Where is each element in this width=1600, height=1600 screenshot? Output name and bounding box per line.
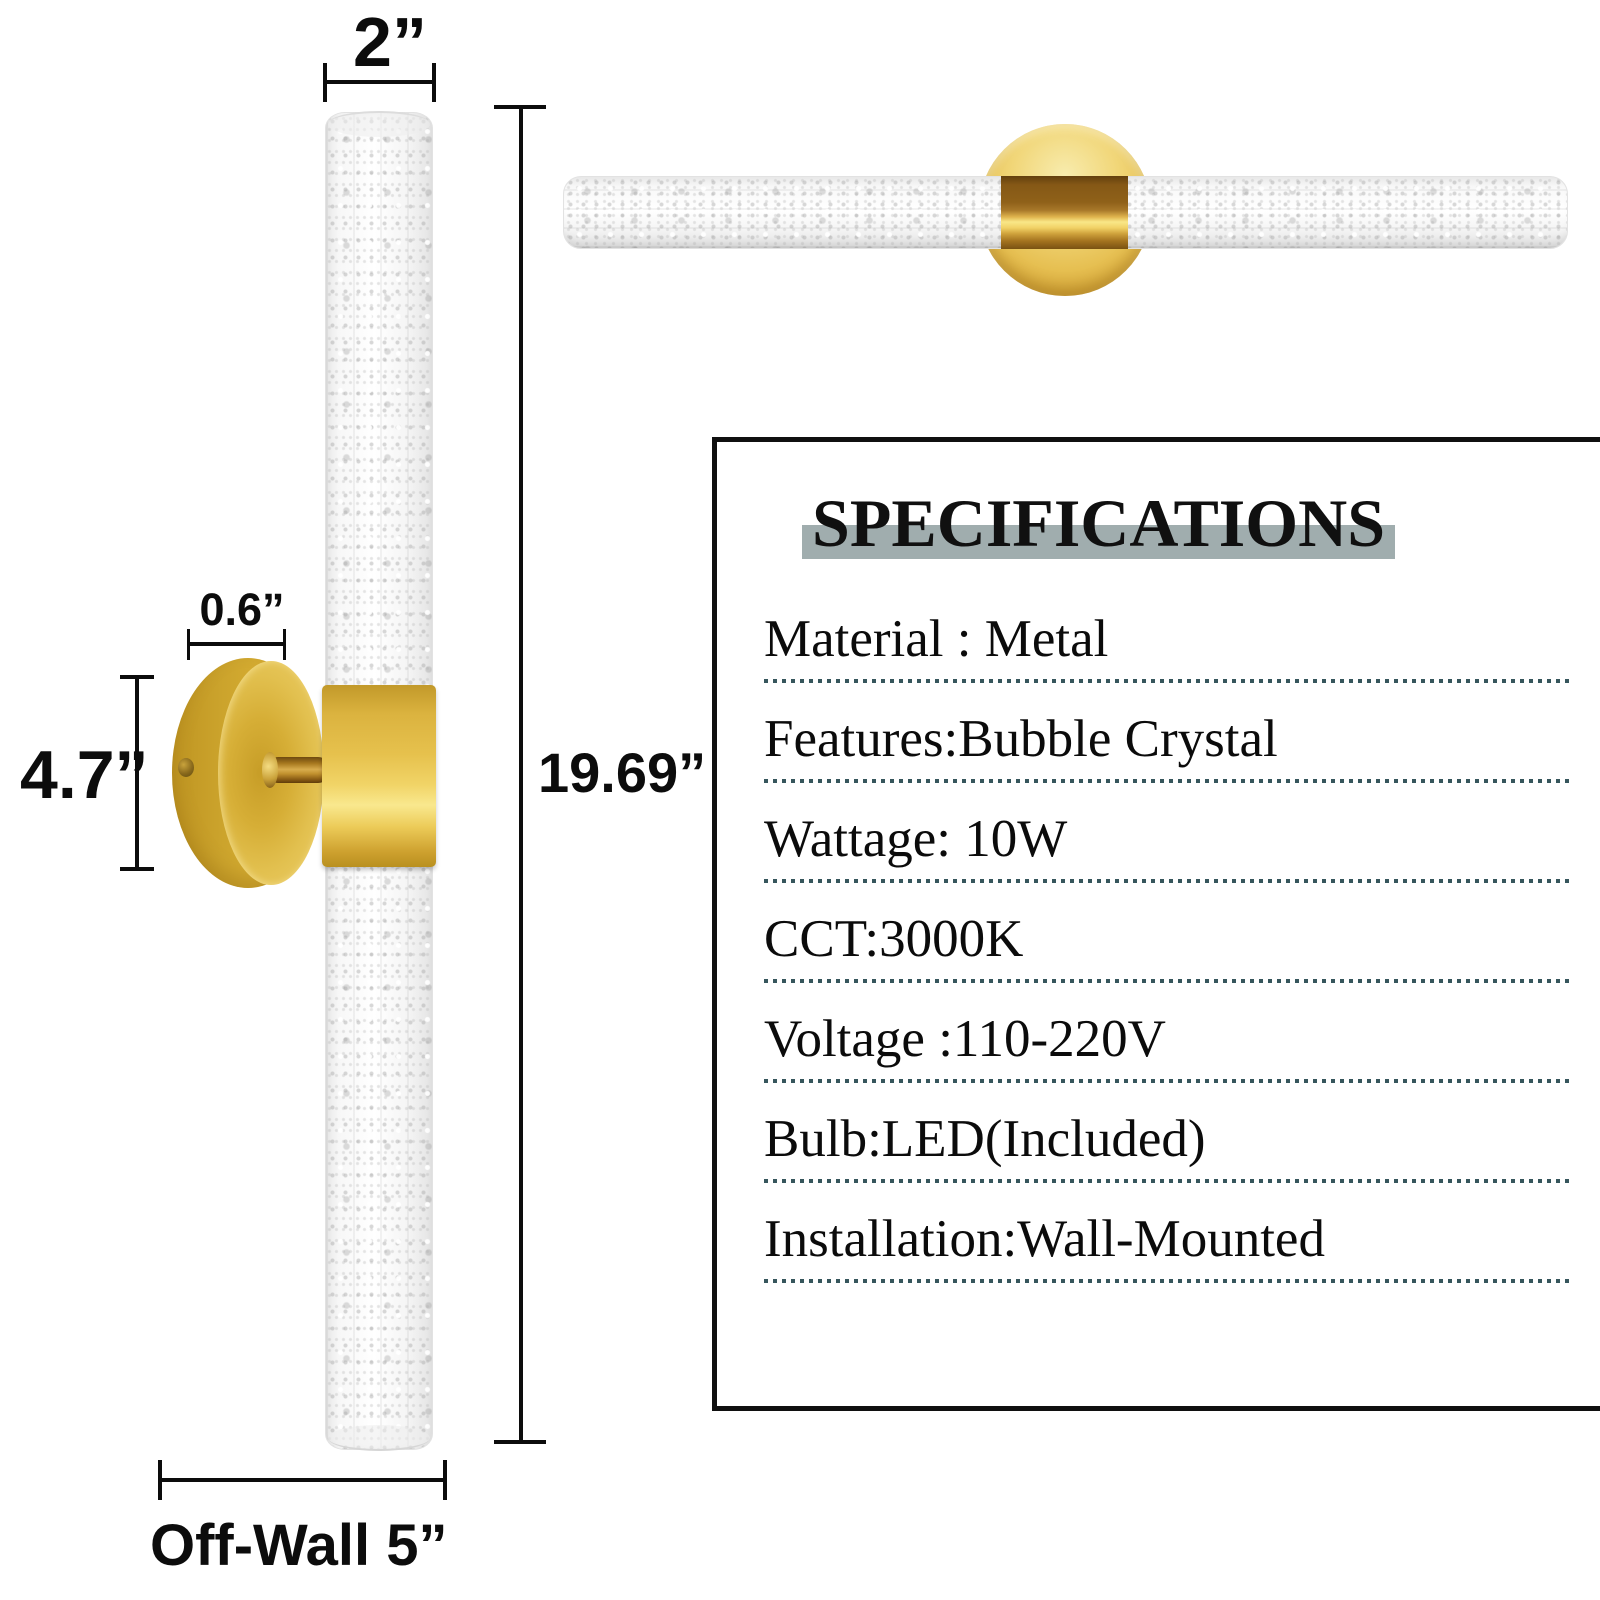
dotted-divider [764, 1079, 1570, 1083]
dotted-divider [764, 879, 1570, 883]
dim-tick [494, 1440, 546, 1444]
dim-tick [283, 629, 286, 660]
spec-row-wattage: Wattage: 10W [764, 783, 1576, 883]
dim-off-wall-label: Off-Wall 5” [150, 1513, 448, 1578]
dim-line [160, 1478, 447, 1482]
dim-line [325, 80, 435, 84]
mount-arm-collar [262, 752, 278, 788]
spec-row-material: Material : Metal [764, 583, 1576, 683]
dim-tick [158, 1460, 162, 1500]
dim-tick [323, 63, 327, 102]
spec-row-voltage: Voltage :110-220V [764, 983, 1576, 1083]
spec-text: CCT:3000K [764, 910, 1024, 968]
dim-line [519, 105, 523, 1443]
tube-top-cap [328, 111, 430, 137]
gold-center-sleeve [322, 685, 436, 867]
gold-center-band [1001, 176, 1128, 249]
specifications-title: SPECIFICATIONS [802, 487, 1396, 560]
dim-tick [120, 675, 154, 679]
dotted-divider [764, 1279, 1570, 1283]
dim-tick [443, 1460, 447, 1500]
spec-text: Installation:Wall-Mounted [764, 1210, 1325, 1268]
dim-tick [432, 63, 436, 102]
spec-text: Features:Bubble Crystal [764, 710, 1278, 768]
specifications-panel: SPECIFICATIONS Material : Metal Features… [712, 437, 1600, 1411]
dotted-divider [764, 679, 1570, 683]
tube-bottom-cap [328, 1425, 430, 1451]
specifications-list: Material : Metal Features:Bubble Crystal… [764, 583, 1576, 1283]
dim-fixture-length-label: 19.69” [538, 741, 707, 804]
dotted-divider [764, 979, 1570, 983]
dim-tick [120, 867, 154, 871]
dim-tick [494, 105, 546, 109]
spec-text: Bulb:LED(Included) [764, 1110, 1206, 1168]
dotted-divider [764, 1179, 1570, 1183]
spec-text: Voltage :110-220V [764, 1010, 1166, 1068]
spec-text: Wattage: 10W [764, 810, 1068, 868]
dim-tick [187, 629, 190, 660]
spec-row-bulb: Bulb:LED(Included) [764, 1083, 1576, 1183]
dim-mount-depth-label: 0.6” [199, 584, 285, 635]
spec-row-installation: Installation:Wall-Mounted [764, 1183, 1576, 1283]
dim-line [189, 642, 286, 646]
spec-row-cct: CCT:3000K [764, 883, 1576, 983]
dim-tube-diameter-label: 2” [353, 3, 427, 81]
dim-plate-diameter-label: 4.7” [20, 737, 149, 813]
spec-text: Material : Metal [764, 610, 1109, 668]
dotted-divider [764, 779, 1570, 783]
spec-row-features: Features:Bubble Crystal [764, 683, 1576, 783]
dim-line [135, 675, 139, 871]
screw-detail [178, 758, 194, 777]
